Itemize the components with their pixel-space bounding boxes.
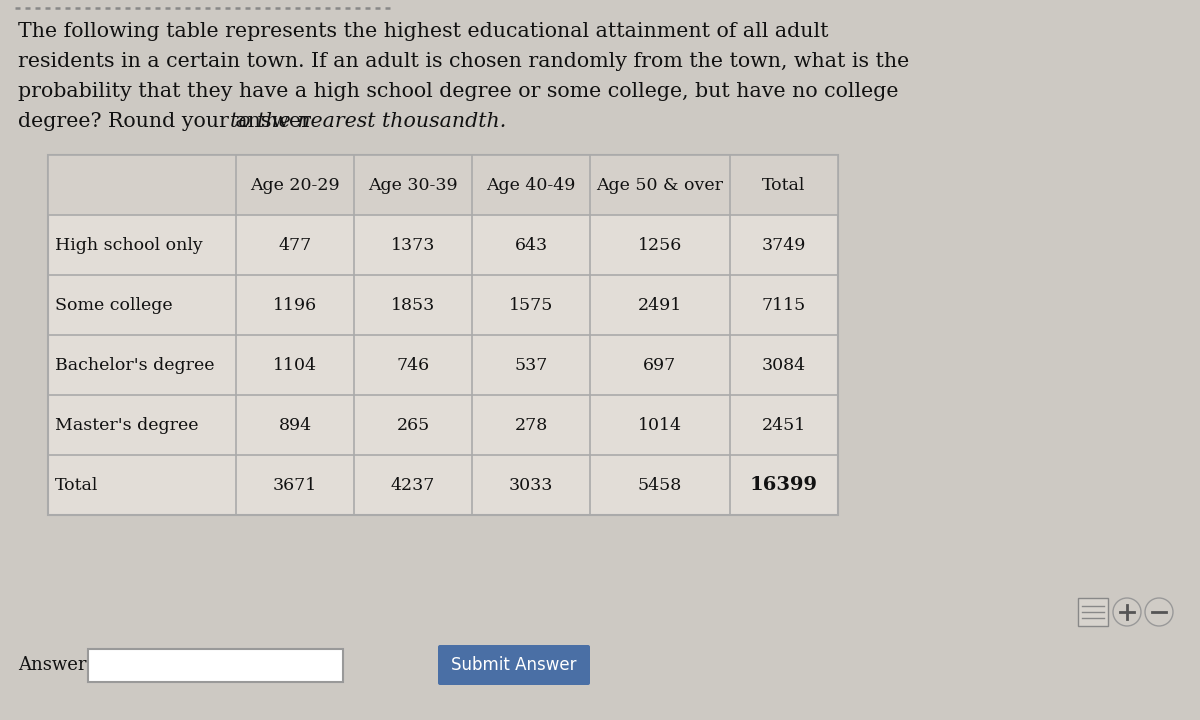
Text: residents in a certain town. If an adult is chosen randomly from the town, what : residents in a certain town. If an adult…: [18, 52, 910, 71]
Text: Master's degree: Master's degree: [55, 416, 198, 433]
Text: 1575: 1575: [509, 297, 553, 313]
Text: The following table represents the highest educational attainment of all adult: The following table represents the highe…: [18, 22, 828, 41]
Text: Age 30-39: Age 30-39: [368, 176, 458, 194]
Text: Answer:: Answer:: [18, 656, 92, 674]
Text: 2451: 2451: [762, 416, 806, 433]
Text: 7115: 7115: [762, 297, 806, 313]
Text: 537: 537: [515, 356, 547, 374]
Text: High school only: High school only: [55, 236, 203, 253]
Text: 643: 643: [515, 236, 547, 253]
Text: Bachelor's degree: Bachelor's degree: [55, 356, 215, 374]
Text: 16399: 16399: [750, 476, 818, 494]
Text: 1256: 1256: [638, 236, 682, 253]
Text: 5458: 5458: [638, 477, 682, 493]
Text: to the nearest thousandth.: to the nearest thousandth.: [230, 112, 506, 131]
Bar: [48, 155, 838, 215]
Bar: [88, 649, 343, 682]
Text: 3084: 3084: [762, 356, 806, 374]
Text: degree? Round your answer: degree? Round your answer: [18, 112, 318, 131]
Text: Total: Total: [762, 176, 805, 194]
Text: Age 20-29: Age 20-29: [250, 176, 340, 194]
Text: 1196: 1196: [272, 297, 317, 313]
Text: Age 40-49: Age 40-49: [486, 176, 576, 194]
Text: Some college: Some college: [55, 297, 173, 313]
Text: 1014: 1014: [638, 416, 682, 433]
Text: 894: 894: [278, 416, 312, 433]
Text: 477: 477: [278, 236, 312, 253]
Circle shape: [1114, 598, 1141, 626]
Text: Submit Answer: Submit Answer: [451, 656, 577, 674]
Text: 4237: 4237: [391, 477, 436, 493]
Text: Total: Total: [55, 477, 98, 493]
Text: 1104: 1104: [274, 356, 317, 374]
Bar: [48, 155, 838, 515]
Text: 278: 278: [515, 416, 547, 433]
Text: 2491: 2491: [638, 297, 682, 313]
Text: 3671: 3671: [272, 477, 317, 493]
Text: 1373: 1373: [391, 236, 436, 253]
FancyBboxPatch shape: [438, 645, 590, 685]
Bar: [1078, 598, 1108, 626]
Text: 265: 265: [396, 416, 430, 433]
Text: Age 50 & over: Age 50 & over: [596, 176, 724, 194]
Text: 3033: 3033: [509, 477, 553, 493]
Text: 1853: 1853: [391, 297, 436, 313]
Text: 697: 697: [643, 356, 677, 374]
Text: 746: 746: [396, 356, 430, 374]
Text: 3749: 3749: [762, 236, 806, 253]
Circle shape: [1145, 598, 1174, 626]
Text: probability that they have a high school degree or some college, but have no col: probability that they have a high school…: [18, 82, 899, 101]
